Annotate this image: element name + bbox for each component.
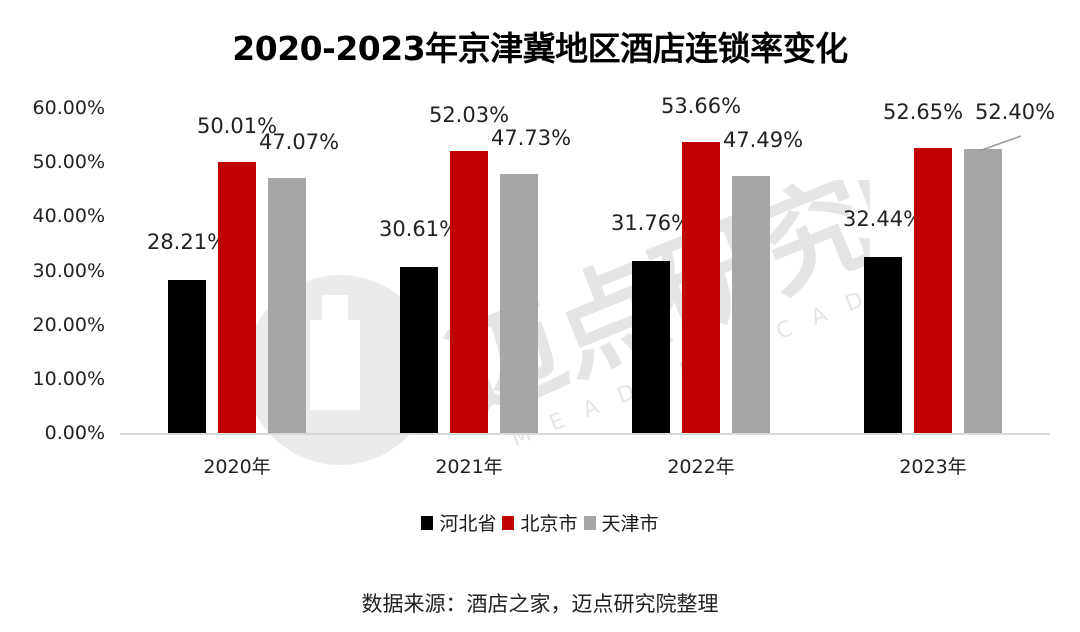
legend-label: 北京市 bbox=[520, 513, 578, 535]
leader-line bbox=[978, 135, 1022, 152]
legend: 河北省 北京市 天津市 bbox=[0, 509, 1080, 536]
legend-label: 河北省 bbox=[439, 513, 497, 535]
y-tick-label: 60.00% bbox=[32, 97, 105, 119]
x-tick-label: 2020年 bbox=[203, 456, 271, 478]
bar-hebei bbox=[400, 267, 438, 433]
y-tick-label: 50.00% bbox=[32, 151, 105, 174]
data-label: 52.40% bbox=[974, 100, 1056, 124]
data-label: 30.61% bbox=[378, 217, 460, 242]
source-note: 数据来源：酒店之家，迈点研究院整理 bbox=[361, 592, 719, 616]
legend-item-hebei: 河北省 bbox=[421, 509, 496, 536]
bar-beijing bbox=[218, 162, 256, 433]
data-label: 52.03% bbox=[428, 103, 510, 128]
legend-swatch-icon bbox=[583, 515, 596, 530]
x-tick-label: 2023年 bbox=[899, 456, 967, 478]
data-label: 31.76% bbox=[610, 210, 692, 235]
data-label: 28.21% bbox=[146, 230, 228, 255]
bar-hebei bbox=[632, 260, 670, 433]
bar-hebei bbox=[168, 280, 206, 433]
x-tick-label: 2021年 bbox=[435, 456, 503, 478]
y-tick-label: 20.00% bbox=[32, 313, 105, 336]
legend-item-tianjin: 天津市 bbox=[583, 509, 659, 536]
legend-swatch-icon bbox=[421, 515, 434, 530]
bar-tianjin bbox=[964, 149, 1002, 433]
data-label: 52.65% bbox=[882, 100, 964, 124]
data-label: 32.44% bbox=[842, 207, 924, 232]
bar-beijing bbox=[682, 142, 720, 433]
bar-beijing bbox=[914, 147, 952, 433]
bar-tianjin bbox=[500, 174, 538, 433]
y-tick-label: 30.00% bbox=[32, 259, 105, 282]
legend-item-beijing: 北京市 bbox=[502, 509, 578, 536]
data-label: 53.66% bbox=[660, 94, 742, 119]
bar-beijing bbox=[450, 151, 488, 433]
legend-swatch-icon bbox=[502, 515, 515, 530]
data-label: 47.49% bbox=[722, 127, 804, 152]
x-axis-line bbox=[120, 433, 1050, 435]
data-label: 47.07% bbox=[258, 130, 340, 155]
bar-tianjin bbox=[268, 178, 306, 433]
y-tick-label: 40.00% bbox=[32, 205, 105, 228]
y-tick-label: 10.00% bbox=[32, 367, 105, 390]
data-label: 50.01% bbox=[196, 114, 278, 139]
x-tick-label: 2022年 bbox=[667, 456, 735, 478]
bar-hebei bbox=[864, 257, 902, 433]
legend-label: 天津市 bbox=[601, 513, 659, 535]
data-label: 47.73% bbox=[490, 126, 572, 151]
bar-tianjin bbox=[732, 175, 770, 433]
y-tick-label: 0.00% bbox=[44, 422, 105, 444]
chart-title: 2020-2023年京津冀地区酒店连锁率变化 bbox=[232, 29, 848, 68]
